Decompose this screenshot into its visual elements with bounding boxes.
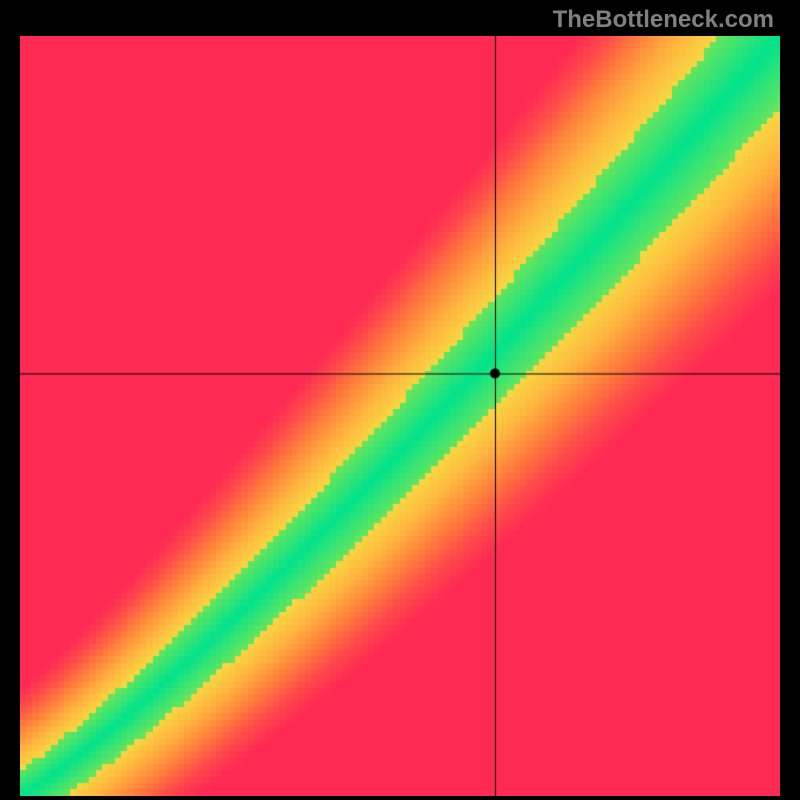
bottleneck-heatmap [20, 36, 780, 796]
watermark-text: TheBottleneck.com [553, 6, 774, 34]
chart-container: TheBottleneck.com [0, 0, 800, 800]
